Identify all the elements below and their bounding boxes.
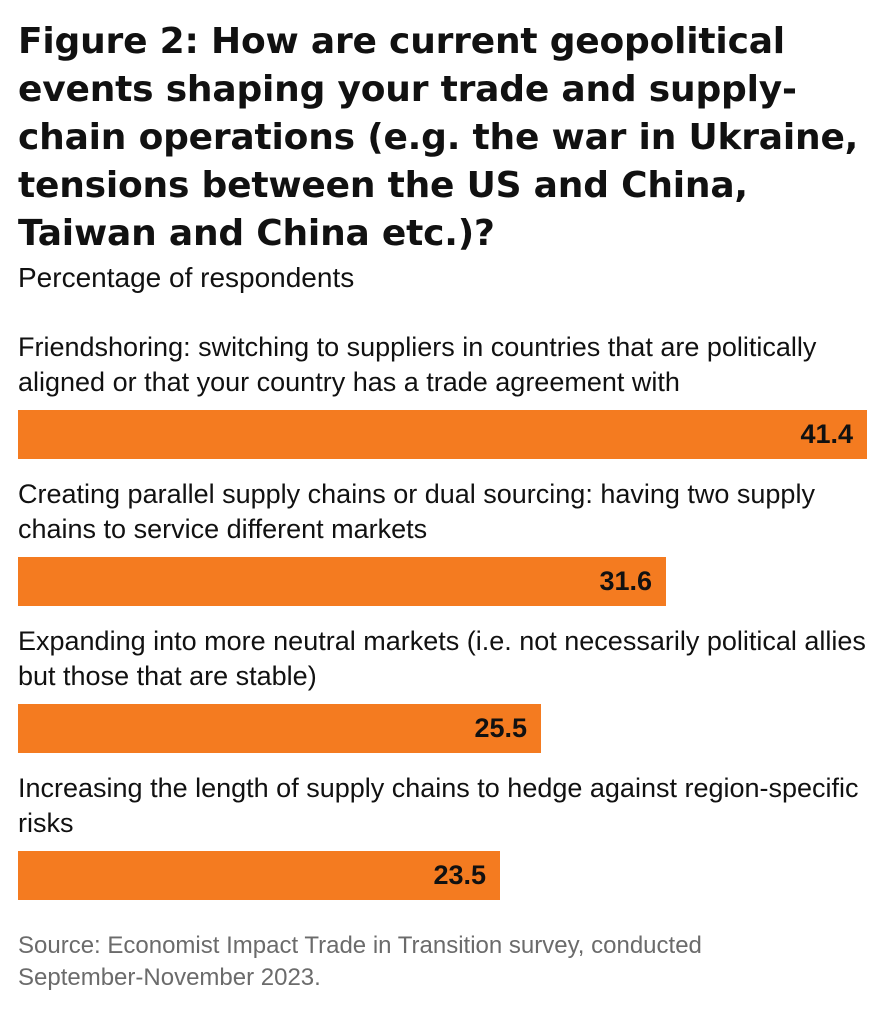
chart-source: Source: Economist Impact Trade in Transi…	[18, 932, 702, 991]
chart-subtitle: Percentage of respondents	[18, 262, 355, 293]
data-label: 23.5	[433, 860, 486, 890]
data-label: 41.4	[800, 419, 853, 449]
category-label: Increasing the length of supply chains t…	[18, 773, 859, 838]
category-label: Creating parallel supply chains or dual …	[18, 479, 815, 544]
data-label: 25.5	[474, 713, 527, 743]
category-label: Friendshoring: switching to suppliers in…	[18, 332, 817, 397]
category-label: Expanding into more neutral markets (i.e…	[18, 626, 866, 691]
bar: 41.4	[18, 410, 867, 459]
bar: 31.6	[18, 557, 666, 606]
chart-title: Figure 2: How are current geopolitical e…	[18, 21, 859, 254]
bar: 25.5	[18, 704, 541, 753]
bar: 23.5	[18, 851, 500, 900]
data-label: 31.6	[599, 566, 652, 596]
